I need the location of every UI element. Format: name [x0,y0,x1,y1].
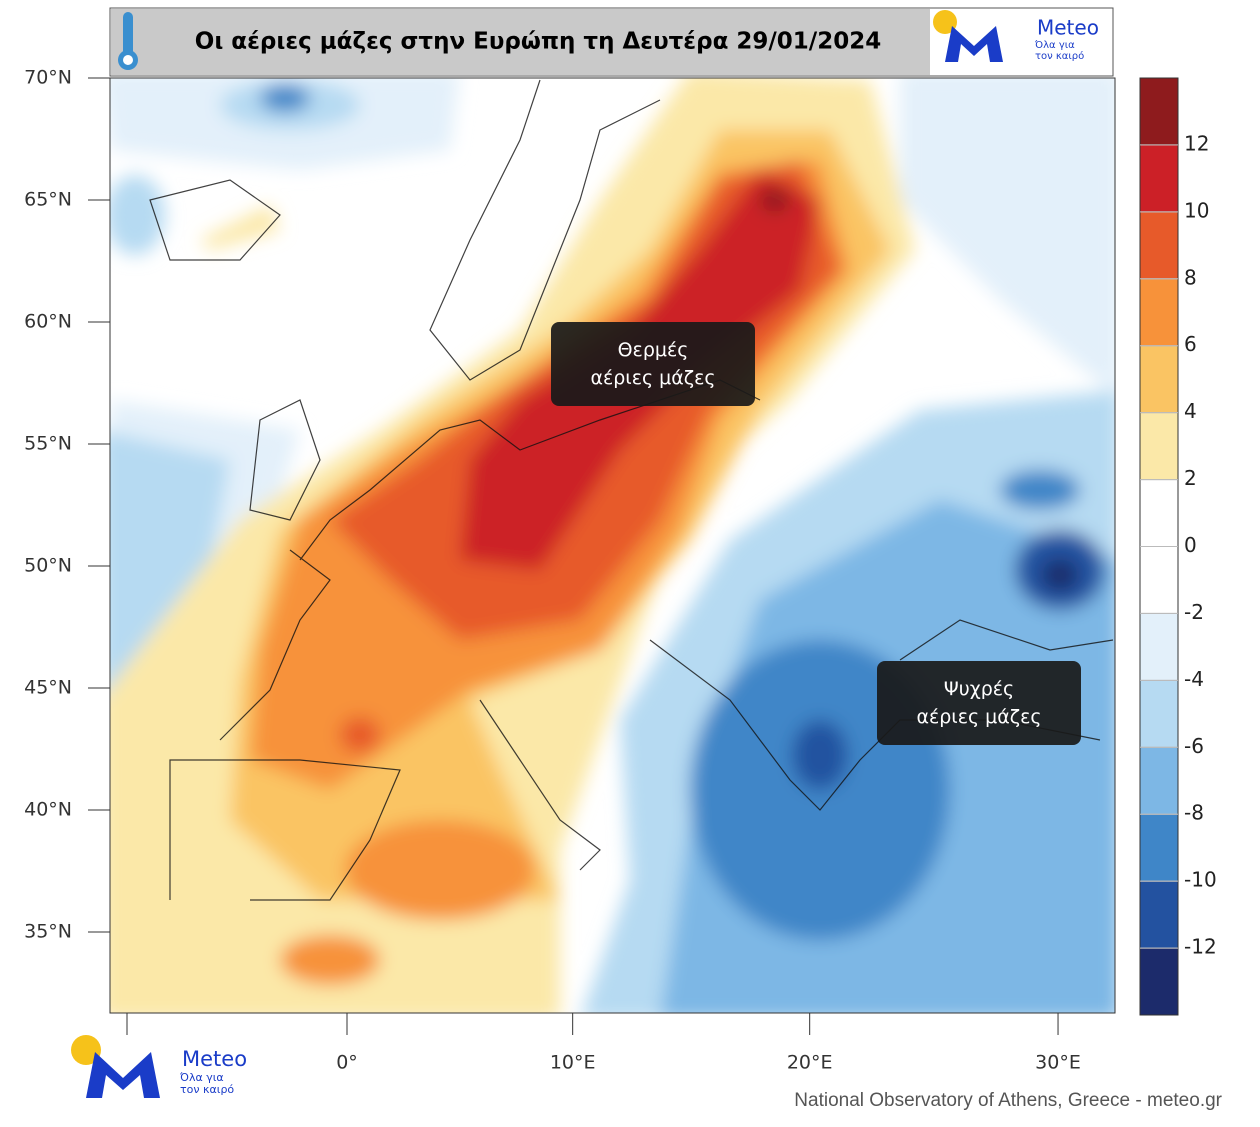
colorbar-box [1139,278,1179,347]
map-frame [109,77,1116,1014]
thermometer-icon [118,12,138,70]
colorbar-box [1139,679,1179,748]
colorbar-box [1139,412,1179,481]
colorbar-box [1139,546,1179,614]
lat-label: 60°N [24,311,72,333]
lon-label: 0° [336,1052,358,1074]
colorbar-label: -10 [1184,868,1217,892]
colorbar-box [1139,144,1179,213]
map [110,78,1115,1013]
footer-logo: Meteo Όλα για τον καιρό [71,1035,247,1098]
lon-label: 30°E [1035,1052,1081,1074]
colorbar-label: -4 [1184,667,1204,691]
colorbar-label: -6 [1184,734,1204,758]
colorbar-label: 4 [1184,399,1197,423]
lat-label: 55°N [24,433,72,455]
colorbar-label: -8 [1184,801,1204,825]
colorbar-label: -12 [1184,935,1217,959]
header-band [111,9,930,75]
colorbar-label: -2 [1184,600,1204,624]
colorbar-label: 8 [1184,265,1197,289]
logo-name: Meteo [182,1047,247,1071]
lat-label: 45°N [24,677,72,699]
colorbar-box [1139,947,1179,1016]
lat-label: 40°N [24,799,72,821]
logo-tagline: Όλα για τον καιρό [180,1072,235,1097]
colorbar-box [1139,479,1179,548]
colorbar-box [1139,211,1179,280]
annotation: Ψυχρές αέριες μάζες [877,661,1081,745]
colorbar-label: 12 [1184,131,1209,155]
colorbar-box [1139,77,1179,146]
lon-label: 20°E [787,1052,833,1074]
colorbar-label: 2 [1184,466,1197,490]
colorbar-box [1139,612,1179,681]
header-logo: Meteo Όλα για τον καιρό [933,10,1099,62]
title: Οι αέριες μάζες στην Ευρώπη τη Δευτέρα 2… [195,29,881,55]
lat-label: 50°N [24,555,72,577]
colorbar-label: 0 [1184,533,1197,557]
logo-name: Meteo [1037,16,1099,40]
logo-tagline: Όλα για τον καιρό [1035,40,1085,62]
colorbar-label: 6 [1184,332,1197,356]
lat-label: 65°N [24,189,72,211]
lat-label: 70°N [24,67,72,89]
colorbar-box [1139,345,1179,414]
lon-label: 10°E [550,1052,596,1074]
credit: National Observatory of Athens, Greece -… [794,1090,1222,1111]
colorbar-box [1139,880,1179,949]
colorbar-box [1139,746,1179,815]
colorbar-label: 10 [1184,198,1209,222]
lat-label: 35°N [24,921,72,943]
annotation: Θερμές αέριες μάζες [551,322,755,406]
colorbar-box [1139,813,1179,882]
